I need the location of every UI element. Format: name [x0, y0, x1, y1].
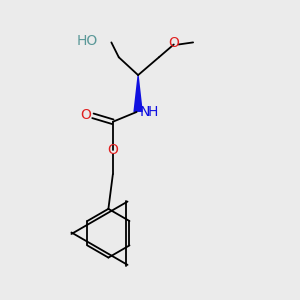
Polygon shape — [134, 75, 143, 112]
Text: O: O — [107, 143, 118, 157]
Text: O: O — [81, 108, 92, 122]
Text: H: H — [148, 105, 158, 119]
Text: N: N — [140, 105, 150, 119]
Text: O: O — [168, 36, 179, 50]
Text: HO: HO — [77, 34, 98, 48]
